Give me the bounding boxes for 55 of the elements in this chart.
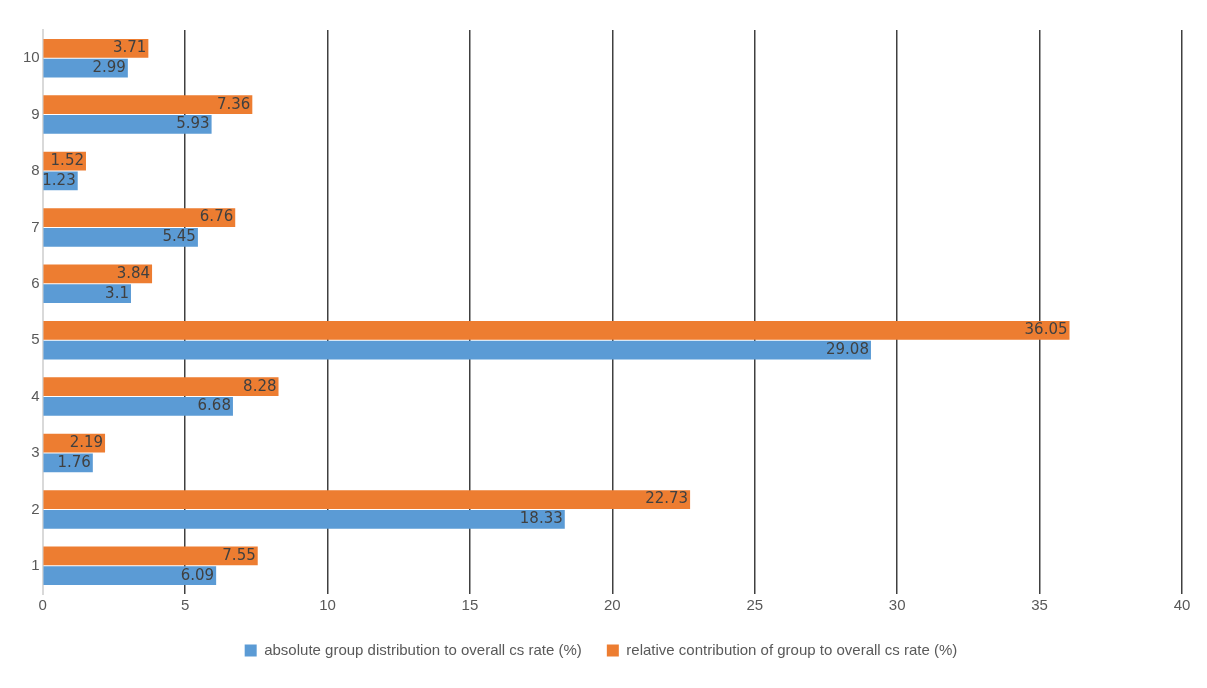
- data-label: 1.76: [57, 452, 91, 471]
- data-label: 3.84: [116, 263, 151, 282]
- x-tick-label: 25: [746, 596, 764, 614]
- y-tick-label: 10: [23, 48, 40, 66]
- bar: [43, 38, 149, 58]
- data-label: 5.45: [162, 227, 196, 246]
- y-tick-label: 2: [31, 499, 40, 517]
- bar: [43, 509, 565, 529]
- x-tick-label: 5: [180, 596, 190, 614]
- y-tick-label: 4: [31, 386, 40, 404]
- bar: [43, 320, 1070, 340]
- bar: [43, 397, 233, 416]
- data-label: 1.23: [42, 170, 76, 189]
- data-label: 7.36: [216, 94, 251, 113]
- y-tick-label: 7: [31, 217, 40, 235]
- data-label: 6.76: [199, 207, 234, 226]
- bar: [43, 490, 691, 509]
- y-tick-label: 9: [31, 104, 40, 122]
- bar: [43, 284, 131, 304]
- data-label: 5.93: [176, 114, 210, 133]
- data-label: 6.09: [180, 565, 215, 584]
- data-label: 18.33: [519, 509, 563, 528]
- y-tick-label: 5: [31, 330, 40, 348]
- data-label: 3.71: [112, 38, 147, 57]
- bar: [43, 115, 212, 134]
- y-tick-label: 1: [31, 555, 40, 573]
- bar: [43, 227, 198, 247]
- bar: [43, 566, 217, 586]
- x-tick-label: 30: [888, 596, 906, 614]
- data-label: 22.73: [645, 489, 689, 508]
- x-tick-label: 35: [1031, 596, 1048, 614]
- bar: [43, 340, 871, 360]
- y-tick-label: 6: [31, 273, 40, 291]
- bar: [43, 546, 258, 566]
- x-tick-label: 10: [319, 596, 336, 614]
- bar: [43, 95, 253, 115]
- data-label: 2.99: [92, 57, 126, 76]
- legend-label: relative contribution of group to overall cs rate (%): [626, 640, 958, 658]
- y-tick-label: 3: [31, 443, 40, 461]
- data-label: 3.1: [105, 283, 129, 302]
- bar: [43, 377, 279, 397]
- x-tick-label: 15: [461, 596, 479, 614]
- data-label: 1.52: [50, 151, 84, 170]
- data-label: 7.55: [222, 545, 256, 564]
- data-label: 2.19: [69, 433, 104, 452]
- x-tick-label: 20: [604, 596, 621, 614]
- data-label: 36.05: [1024, 320, 1068, 339]
- y-tick-label: 8: [31, 161, 40, 179]
- bar: [43, 208, 236, 227]
- legend-label: absolute group distribution to overall cs rate (%): [264, 640, 582, 658]
- data-label: 6.68: [197, 396, 231, 415]
- data-label: 29.08: [826, 339, 869, 358]
- x-tick-label: 0: [38, 596, 47, 614]
- x-tick-label: 40: [1173, 596, 1191, 614]
- data-label: 8.28: [243, 376, 277, 395]
